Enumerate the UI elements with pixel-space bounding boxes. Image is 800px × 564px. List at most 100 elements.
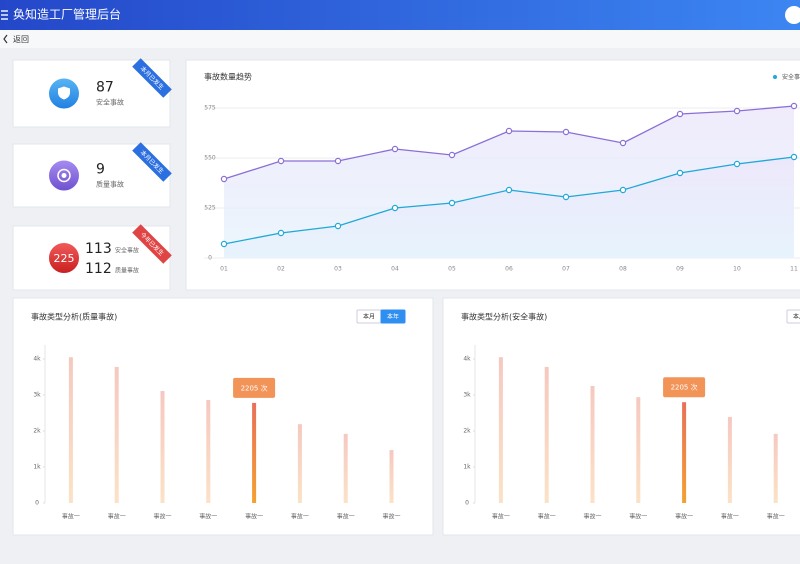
bar [498, 357, 503, 503]
x-tick-label: 事故一 [492, 513, 510, 521]
x-tick-label: 事故一 [153, 513, 171, 521]
shield-icon [58, 86, 70, 100]
data-point [220, 240, 228, 248]
data-point [505, 127, 513, 135]
x-tick-label: 03 [334, 266, 342, 273]
stat-value: 87 [96, 80, 114, 96]
x-tick-label: 02 [277, 266, 285, 273]
data-point [391, 145, 399, 153]
data-point [448, 151, 456, 159]
y-tick-label: 4k [33, 356, 41, 363]
stat-label: 安全事故 [96, 98, 124, 107]
avatar[interactable] [785, 6, 800, 24]
x-tick-label: 事故一 [108, 513, 126, 521]
stat-label: 安全事故 [115, 247, 139, 255]
badge [132, 142, 172, 182]
x-tick-label: 事故一 [675, 513, 693, 521]
x-tick-label: 08 [619, 266, 627, 273]
stat-card [12, 143, 171, 208]
toggle-label[interactable]: 本月 [363, 313, 375, 321]
bar [544, 366, 549, 503]
x-tick-label: 事故一 [291, 513, 309, 521]
y-tick-label: 550 [204, 155, 216, 162]
legend-label: 安全事故 [782, 73, 800, 81]
bar [773, 433, 778, 503]
bar [114, 366, 119, 503]
y-tick-label: 575 [204, 105, 216, 112]
data-point [391, 204, 399, 212]
bar [252, 402, 257, 503]
badge [132, 58, 172, 98]
bar [590, 386, 595, 503]
chart-title: 事故数量趋势 [204, 72, 252, 82]
stat-label: 质量事故 [115, 267, 139, 275]
bar [682, 402, 687, 503]
tooltip [663, 377, 706, 398]
bar [727, 416, 732, 503]
y-tick-label: 1k [33, 464, 41, 471]
y-tick-label: 2k [33, 428, 41, 435]
stat-value: 9 [96, 162, 105, 178]
stat-total: 225 [54, 252, 75, 265]
data-point [277, 157, 285, 165]
toggle-button[interactable] [786, 309, 800, 324]
x-tick-label: 事故一 [62, 513, 80, 521]
y-tick-label: 525 [204, 205, 216, 212]
data-point [562, 128, 570, 136]
data-point [619, 186, 627, 194]
legend-marker [773, 75, 777, 79]
tooltip-text: 2205 次 [671, 383, 698, 392]
back-icon[interactable] [3, 34, 8, 44]
toggle-label[interactable]: 本月 [793, 313, 800, 321]
data-point [733, 107, 741, 115]
x-tick-label: 07 [562, 266, 570, 273]
data-point [334, 222, 342, 230]
x-tick-label: 事故一 [583, 513, 601, 521]
x-tick-label: 04 [391, 266, 399, 273]
x-tick-label: 01 [220, 266, 228, 273]
x-tick-label: 11 [790, 266, 798, 273]
toggle-label[interactable]: 本年 [387, 313, 399, 321]
x-tick-label: 事故一 [245, 513, 263, 521]
stat-icon [47, 241, 81, 275]
nav-bar [0, 30, 800, 48]
x-tick-label: 10 [733, 266, 741, 273]
bar [636, 397, 641, 503]
data-point [334, 157, 342, 165]
y-tick-label: 2k [463, 428, 471, 435]
app-title: 奂知造工厂管理后台 [13, 7, 121, 22]
bar [160, 391, 165, 503]
data-point [676, 169, 684, 177]
bar [297, 424, 302, 503]
x-tick-label: 事故一 [629, 513, 647, 521]
x-tick-label: 事故一 [767, 513, 785, 521]
data-point [676, 110, 684, 118]
data-point [733, 160, 741, 168]
bar-panel [442, 297, 800, 536]
bar [343, 433, 348, 503]
data-point [277, 229, 285, 237]
back-link[interactable]: 返回 [13, 35, 29, 44]
y-tick-label: 0 [35, 500, 39, 507]
data-point [220, 175, 228, 183]
stat-value: 112 [85, 261, 112, 277]
y-tick-label: 0 [465, 500, 469, 507]
x-tick-label: 06 [505, 266, 513, 273]
stat-label: 质量事故 [96, 180, 124, 189]
bar [389, 450, 394, 503]
x-tick-label: 事故一 [721, 513, 739, 521]
menu-icon[interactable] [1, 10, 8, 20]
y-tick-label: 3k [463, 392, 471, 399]
data-point [448, 199, 456, 207]
x-tick-label: 09 [676, 266, 684, 273]
data-point [619, 139, 627, 147]
data-point [505, 186, 513, 194]
y-tick-label: 4k [463, 356, 471, 363]
toggle-button[interactable] [380, 309, 406, 324]
tooltip-text: 2205 次 [241, 383, 268, 392]
target-icon [61, 173, 67, 178]
series-area [224, 157, 794, 258]
header-bar [0, 0, 800, 30]
